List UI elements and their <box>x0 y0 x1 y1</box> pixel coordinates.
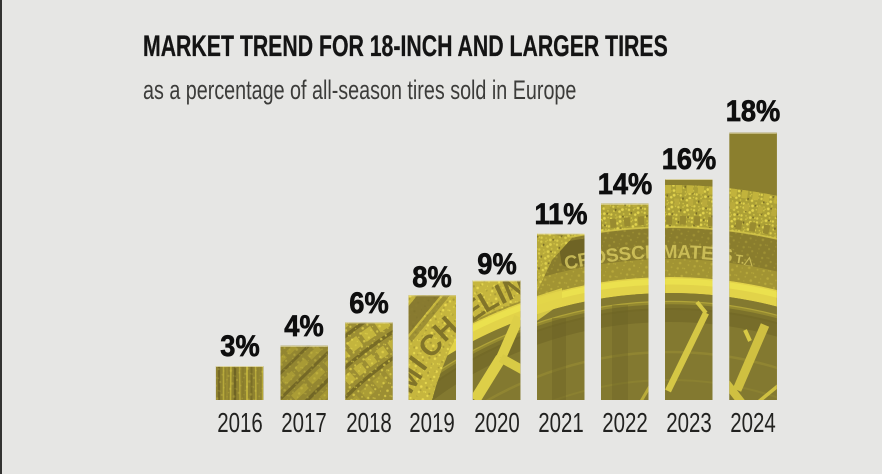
svg-text:CROSSCLIMATE³S T.△: CROSSCLIMATE³S T.△ <box>562 242 755 275</box>
